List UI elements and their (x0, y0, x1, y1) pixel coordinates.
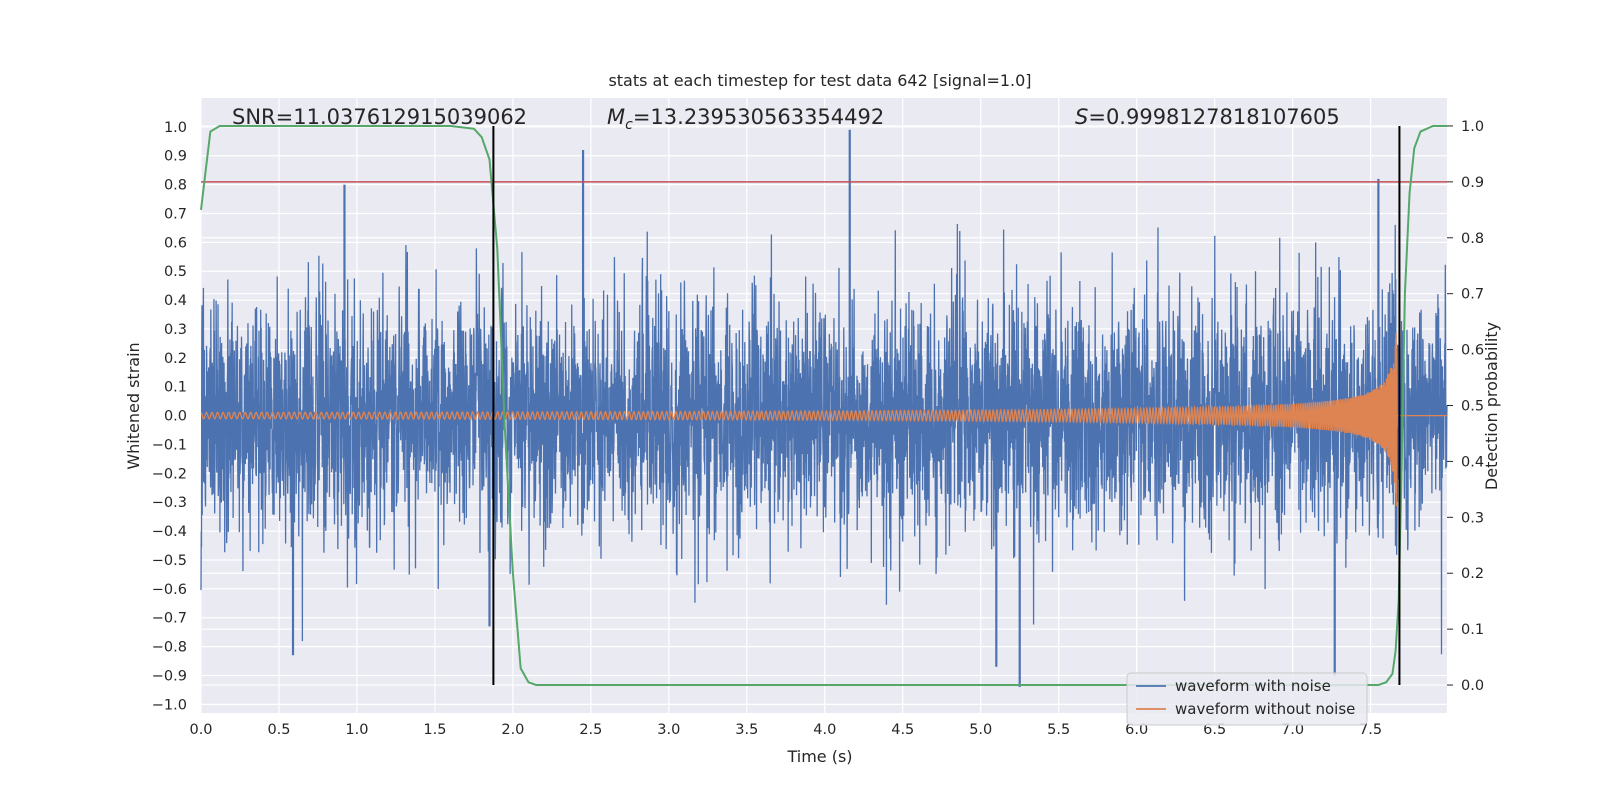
y2-tick-label: 0.2 (1461, 566, 1484, 582)
x-tick-label: 2.5 (579, 722, 602, 738)
y-tick-label: −0.6 (152, 582, 187, 598)
legend-label-clean: waveform without noise (1175, 700, 1355, 718)
y-tick-label: −0.1 (152, 437, 187, 453)
x-tick-label: 4.0 (813, 722, 836, 738)
y2-tick-label: 0.8 (1461, 231, 1484, 247)
x-tick-label: 2.0 (501, 722, 524, 738)
y-tick-label: 0.5 (164, 264, 187, 280)
x-tick-label: 4.5 (891, 722, 914, 738)
detection-markers (492, 125, 1401, 686)
y-tick-label: 0.8 (164, 178, 187, 194)
y-tick-label: 0.1 (164, 380, 187, 396)
clean-trace (200, 332, 1447, 507)
x-tick-label: 5.5 (1047, 722, 1070, 738)
y-axis-label: Whitened strain (124, 342, 143, 469)
y-tick-label: 0.6 (164, 235, 187, 251)
y-tick-label: 0.7 (164, 206, 187, 222)
y-tick-label: −0.4 (152, 524, 187, 540)
y-tick-label: −0.5 (152, 553, 187, 569)
x-tick-label: 5.0 (969, 722, 992, 738)
x-tick-label: 1.0 (345, 722, 368, 738)
x-tick-label: 6.5 (1203, 722, 1226, 738)
series-detection-probability (200, 124, 1447, 687)
x-tick-label: 0.5 (267, 722, 290, 738)
s-annotation: S=0.9998127818107605 (1075, 105, 1340, 129)
y-tick-label: 1.0 (164, 120, 187, 136)
x-tick-label: 6.0 (1125, 722, 1148, 738)
x-axis-label: Time (s) (786, 747, 852, 766)
x-tick-label: 3.0 (657, 722, 680, 738)
series-waveform-without-noise (200, 332, 1447, 507)
y2-tick-label: 0.3 (1461, 510, 1484, 526)
chirp-mass-annotation: Mc=13.239530563354492 (607, 105, 884, 133)
y2-tick-label: 0.9 (1461, 175, 1484, 191)
y2-tick-label: 0.7 (1461, 287, 1484, 303)
y2-tick-label: 0.0 (1461, 678, 1484, 694)
y-axis-ticks: 1.0 0.9 0.8 0.7 0.6 0.5 0.4 0.3 0.2 0.1 0.0 −0.1 −0.… (152, 120, 187, 713)
x-tick-label: 7.0 (1281, 722, 1304, 738)
y2-axis-ticks: 1.0 0.9 0.8 0.7 0.6 0.5 0.4 0.3 0.2 0.1 0.0 (1447, 119, 1484, 694)
y2-tick-label: 1.0 (1461, 119, 1484, 135)
y-tick-label: 0.0 (164, 409, 187, 425)
x-tick-label: 3.5 (735, 722, 758, 738)
y-tick-label: −0.9 (152, 668, 187, 684)
y-tick-label: −0.2 (152, 466, 187, 482)
y2-axis-label: Detection probability (1482, 322, 1501, 490)
y2-tick-label: 0.6 (1461, 343, 1484, 359)
y-tick-label: −0.3 (152, 495, 187, 511)
y2-tick-label: 0.4 (1461, 454, 1484, 470)
y-tick-label: 0.2 (164, 351, 187, 367)
legend: waveform with noise waveform without noi… (1126, 672, 1368, 726)
x-axis-ticks: 0.0 0.5 1.0 1.5 2.0 2.5 3.0 3.5 4.0 4.5 5.0 5.5 6.0 6… (189, 722, 1382, 738)
y2-tick-label: 0.5 (1461, 399, 1484, 415)
y-tick-label: −0.8 (152, 640, 187, 656)
y-tick-label: −1.0 (152, 697, 187, 713)
chart-title: stats at each timestep for test data 642… (608, 71, 1031, 90)
y-tick-label: 0.3 (164, 322, 187, 338)
y-tick-label: 0.4 (164, 293, 187, 309)
snr-annotation: SNR=11.037612915039062 (232, 105, 527, 129)
legend-label-noisy: waveform with noise (1175, 677, 1331, 695)
x-tick-label: 0.0 (189, 722, 212, 738)
x-tick-label: 1.5 (423, 722, 446, 738)
legend-box (1126, 672, 1368, 726)
y-tick-label: 0.9 (164, 149, 187, 165)
y-tick-label: −0.7 (152, 611, 187, 627)
probability-line (200, 124, 1447, 687)
y2-tick-label: 0.1 (1461, 622, 1484, 638)
x-tick-label: 7.5 (1359, 722, 1382, 738)
